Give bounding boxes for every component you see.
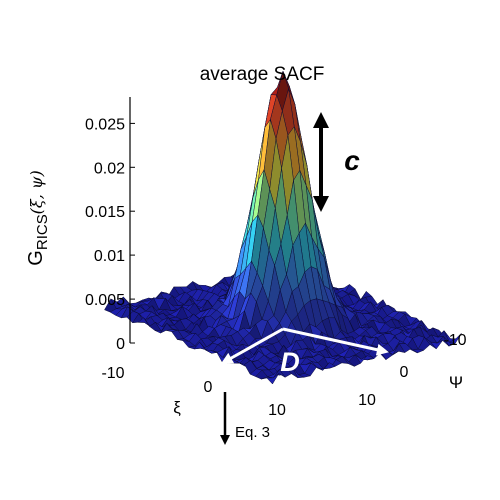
width-arrow-right [282, 327, 389, 356]
z-axis-label-base: G [25, 250, 47, 266]
surface-cell [266, 373, 279, 385]
z-tick-label: 0.025 [85, 116, 125, 133]
width-arrow-left [220, 327, 284, 364]
eq3-label: Eq. 3 [235, 424, 270, 441]
psi-axis-label: Ψ [449, 373, 463, 392]
psi-tick-label: -10 [443, 332, 466, 349]
annotation-c: c [344, 145, 360, 176]
z-tick-label: 0 [116, 336, 125, 353]
psi-tick-label: 10 [358, 392, 376, 409]
xi-tick-label: 10 [268, 402, 286, 419]
z-tick-label: 0.02 [94, 160, 125, 177]
xi-tick-label: -10 [101, 365, 124, 382]
surface-mesh [104, 70, 462, 385]
xi-axis-label: ξ [173, 398, 181, 417]
xi-tick-label: 0 [204, 379, 213, 396]
annotation-d: D [280, 347, 300, 377]
z-tick-label: 0.005 [85, 292, 125, 309]
z-axis-label-sub: RICS [34, 214, 51, 250]
z-tick-label: 0.015 [85, 204, 125, 221]
z-tick-label: 0.01 [94, 248, 125, 265]
z-axis-label-args: (ξ, ψ) [27, 170, 46, 214]
psi-tick-label: 0 [400, 364, 409, 381]
chart-title: average SACF [200, 64, 325, 85]
z-axis-label: GRICS(ξ, ψ) [25, 170, 51, 265]
z-axis-ticks: 0 0.005 0.01 0.015 0.02 0.025 [85, 116, 135, 353]
